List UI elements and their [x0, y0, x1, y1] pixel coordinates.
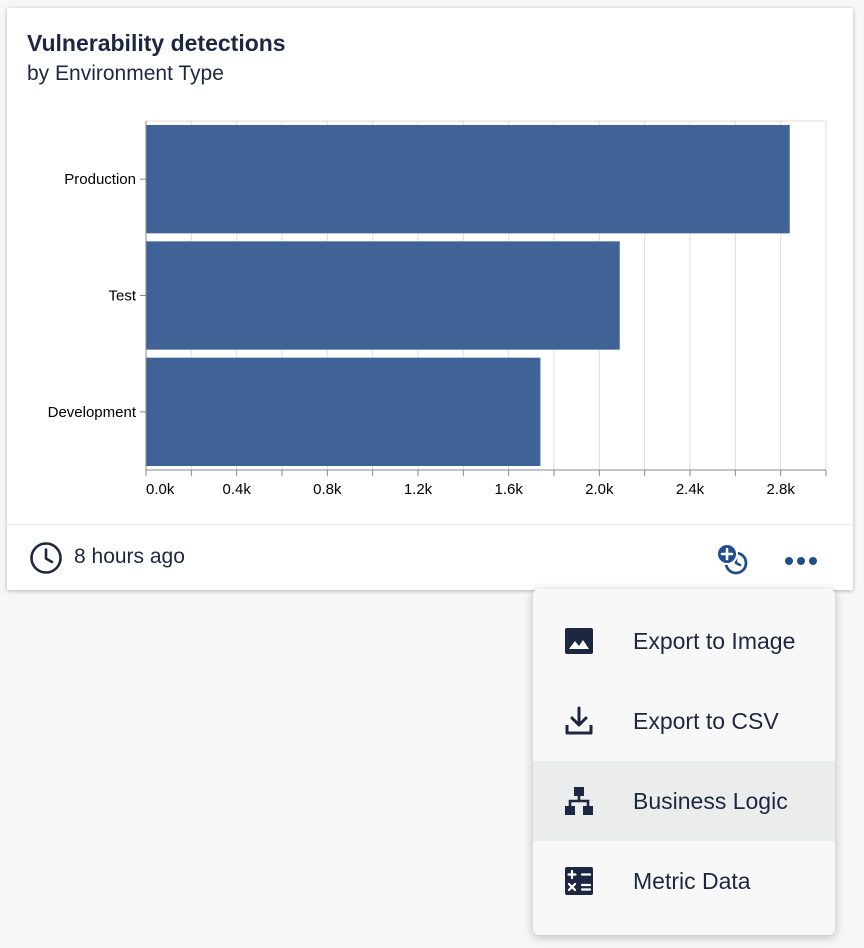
- x-tick-label: 2.0k: [585, 481, 614, 498]
- y-tick-label: Test: [108, 288, 136, 305]
- image-icon: [565, 628, 593, 654]
- x-tick-label: 1.6k: [494, 481, 523, 498]
- card-footer: 8 hours ago: [7, 524, 853, 591]
- axes: Production Test Development 0.0k 0.4k 0.8k 1.2…: [48, 121, 827, 498]
- options-menu: Export to Image Export to CSV Business L…: [533, 589, 835, 935]
- y-tick-label: Production: [64, 171, 136, 188]
- x-tick-label: 0.8k: [313, 481, 342, 498]
- x-tick-label: 1.2k: [404, 481, 433, 498]
- calculator-icon: [565, 867, 593, 895]
- menu-item-label: Export to Image: [633, 628, 796, 654]
- card-title: Vulnerability detections: [27, 30, 286, 56]
- menu-item-label: Metric Data: [633, 868, 751, 894]
- menu-item-label: Business Logic: [633, 788, 788, 814]
- download-icon: [565, 706, 593, 735]
- x-tick-label: 0.4k: [222, 481, 251, 498]
- compare-icon[interactable]: [715, 542, 751, 578]
- bar-production: [146, 125, 790, 234]
- menu-item-business-logic[interactable]: Business Logic: [533, 761, 835, 841]
- bar-chart: Production Test Development 0.0k 0.4k 0.8k 1.2…: [48, 120, 827, 498]
- menu-item-metric-data[interactable]: Metric Data: [533, 841, 835, 921]
- bars: [146, 125, 790, 466]
- bar-development: [146, 357, 541, 466]
- menu-item-export-image[interactable]: Export to Image: [533, 601, 835, 681]
- last-updated-text: 8 hours ago: [74, 545, 185, 568]
- menu-item-label: Export to CSV: [633, 708, 779, 734]
- card-subtitle: by Environment Type: [27, 62, 224, 85]
- clock-icon: [30, 542, 62, 574]
- chart-card: Vulnerability detections by Environment …: [7, 8, 853, 590]
- y-tick-label: Development: [48, 404, 137, 421]
- hierarchy-icon: [565, 787, 593, 815]
- x-tick-label: 0.0k: [146, 481, 175, 498]
- x-tick-label: 2.8k: [766, 481, 795, 498]
- bar-test: [146, 241, 620, 350]
- more-options-button[interactable]: [781, 547, 821, 575]
- x-tick-label: 2.4k: [676, 481, 705, 498]
- menu-item-export-csv[interactable]: Export to CSV: [533, 681, 835, 761]
